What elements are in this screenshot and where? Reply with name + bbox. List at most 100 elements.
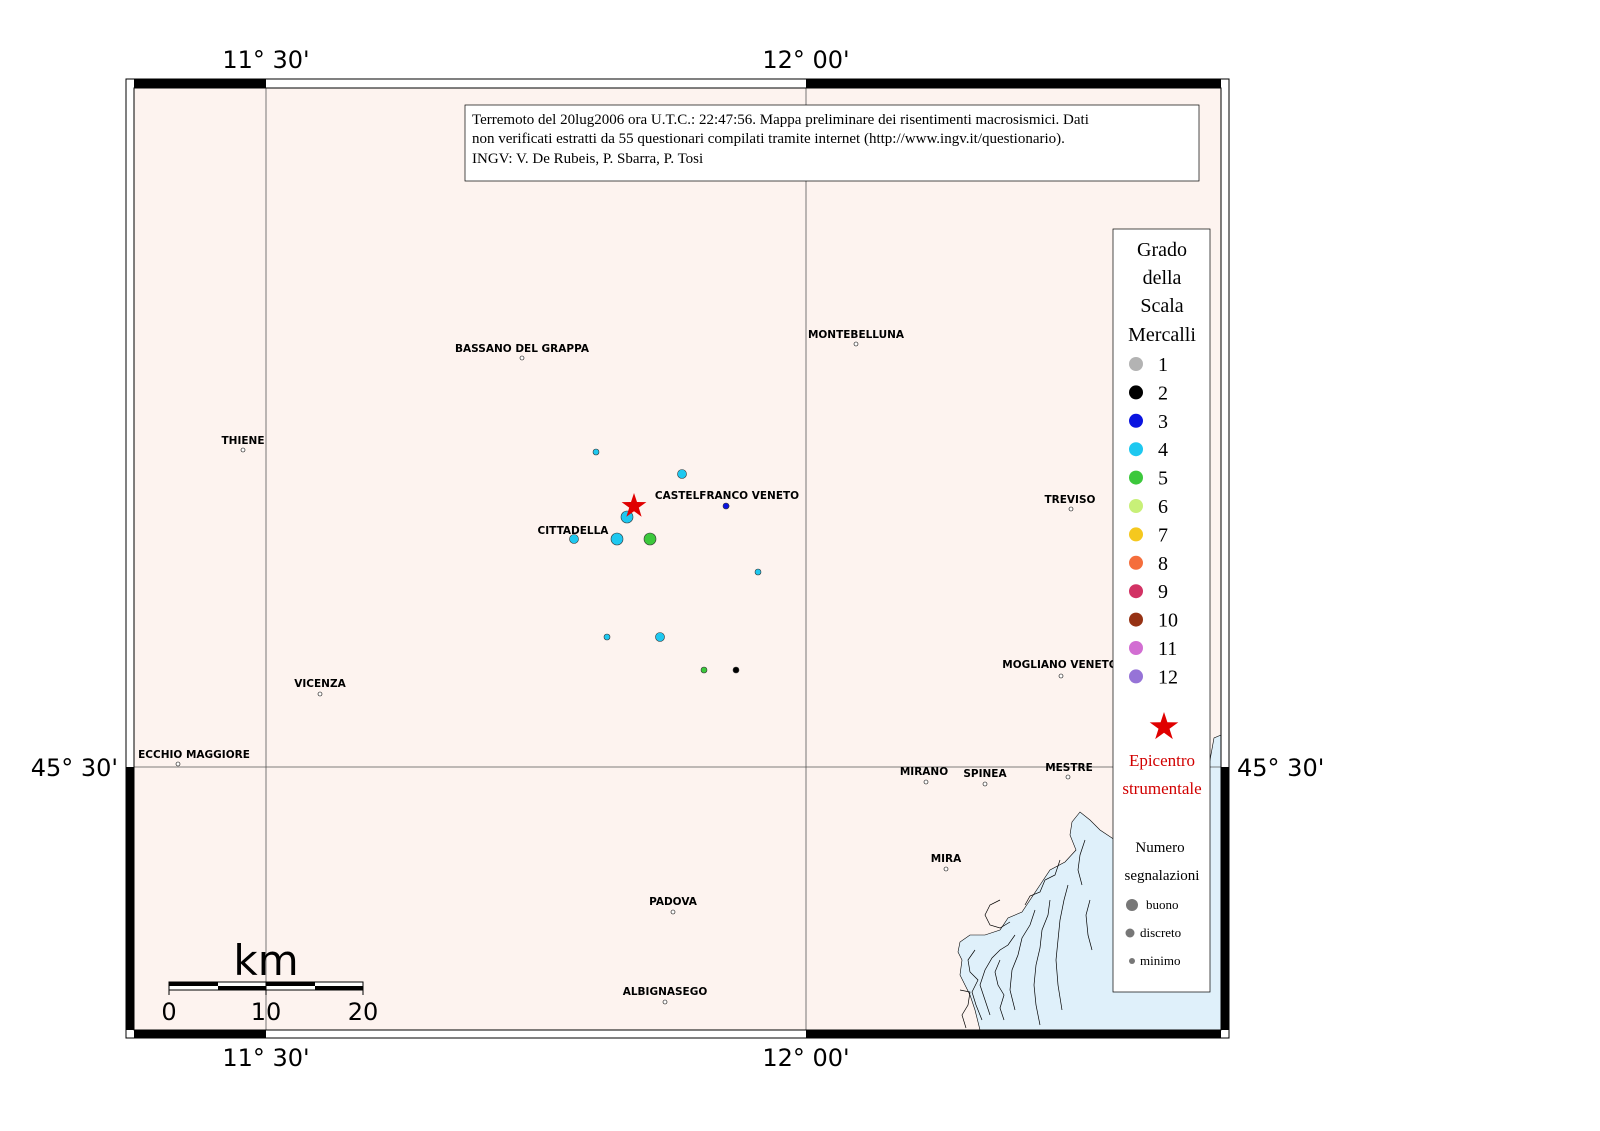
info-box: Terremoto del 20lug2006 ora U.T.C.: 22:4… — [464, 104, 1200, 182]
city-label-mirano: MIRANO — [900, 766, 948, 778]
city-label-mira: MIRA — [931, 853, 962, 865]
observation-point — [643, 532, 657, 546]
city-label-vicenza: VICENZA — [294, 678, 346, 690]
legend-grade-9-label: 9 — [1158, 581, 1168, 603]
legend-grade-12-label: 12 — [1158, 666, 1178, 688]
observation-point — [732, 666, 740, 674]
city-marker-vicenza — [317, 691, 323, 697]
city-label-castelfranco-veneto: CASTELFRANCO VENETO — [655, 490, 799, 502]
observation-layer — [569, 448, 762, 674]
city-label-spinea: SPINEA — [963, 768, 1007, 780]
axis-label-bottom-right: 12° 00' — [762, 1044, 849, 1072]
city-marker-spinea — [982, 781, 988, 787]
observation-point — [592, 448, 600, 456]
legend-title-3: Scala — [1140, 295, 1183, 317]
info-line-3: INGV: V. De Rubeis, P. Sbarra, P. Tosi — [472, 151, 703, 167]
city-marker-padova — [670, 909, 676, 915]
legend: Grado della Scala Mercalli 1234567891011… — [1112, 228, 1211, 993]
legend-grade-10-label: 10 — [1158, 610, 1178, 632]
legend-grade-2-swatch — [1129, 385, 1143, 400]
legend-grade-4-swatch — [1129, 442, 1143, 457]
legend-grade-3-swatch — [1129, 413, 1143, 428]
legend-grade-5-swatch — [1129, 470, 1143, 485]
observation-point — [603, 633, 611, 641]
legend-size-buono-icon — [1126, 899, 1138, 911]
city-label-ecchio-maggiore: ECCHIO MAGGIORE — [138, 749, 250, 761]
legend-epicenter-star-icon — [1149, 712, 1179, 740]
city-label-montebelluna: MONTEBELLUNA — [808, 329, 905, 341]
legend-grade-3-label: 3 — [1158, 411, 1168, 433]
legend-grade-9-swatch — [1129, 584, 1143, 599]
legend-title-2: della — [1143, 267, 1182, 289]
legend-grade-10-swatch — [1129, 612, 1143, 627]
legend-grade-1-label: 1 — [1158, 354, 1168, 376]
epicenter-star-icon — [621, 493, 647, 517]
observation-point — [569, 534, 579, 544]
legend-grade-6-swatch — [1129, 499, 1143, 513]
legend-grade-8-label: 8 — [1158, 553, 1168, 575]
city-marker-mestre — [1065, 774, 1071, 780]
observation-point — [655, 632, 665, 642]
observation-point — [700, 666, 708, 674]
observation-point — [610, 532, 624, 546]
scale-bar-unit: km — [233, 936, 298, 985]
legend-epicentro-1: Epicentro — [1129, 751, 1195, 770]
axis-label-top-left: 11° 30' — [222, 46, 309, 74]
axis-label-top-right: 12° 00' — [762, 46, 849, 74]
observation-point — [722, 502, 730, 510]
axis-label-left: 45° 30' — [31, 754, 118, 782]
legend-epicentro-2: strumentale — [1122, 779, 1201, 798]
city-label-treviso: TREVISO — [1045, 494, 1096, 506]
legend-size-discreto: discreto — [1140, 925, 1181, 940]
legend-grade-1-swatch — [1129, 357, 1143, 371]
legend-grade-2-label: 2 — [1158, 382, 1168, 404]
observation-point — [754, 568, 762, 576]
city-marker-mirano — [923, 779, 929, 785]
graticule — [134, 88, 1221, 1030]
scale-bar-tick-20: 20 — [348, 998, 379, 1026]
legend-grade-7-swatch — [1129, 527, 1143, 542]
city-marker-treviso — [1068, 506, 1074, 512]
lagoon-coastline — [959, 839, 1093, 1029]
legend-grade-11-label: 11 — [1158, 638, 1177, 660]
legend-grade-8-swatch — [1129, 555, 1143, 570]
city-label-bassano-del-grappa: BASSANO DEL GRAPPA — [455, 343, 590, 355]
legend-size-minimo-icon — [1129, 958, 1135, 964]
map-land — [134, 88, 1221, 1030]
legend-grade-11-swatch — [1129, 641, 1143, 655]
city-layer: BASSANO DEL GRAPPA MONTEBELLUNA THIENE CAST… — [138, 329, 1118, 1005]
legend-size-buono: buono — [1146, 897, 1179, 912]
legend-grade-4-label: 4 — [1158, 439, 1168, 461]
info-line-1: Terremoto del 20lug2006 ora U.T.C.: 22:4… — [472, 112, 1089, 128]
observation-point — [677, 469, 687, 479]
axis-label-bottom-left: 11° 30' — [222, 1044, 309, 1072]
legend-grade-7-label: 7 — [1158, 524, 1168, 546]
legend-title-1: Grado — [1137, 239, 1187, 261]
city-marker-thiene — [240, 447, 246, 453]
city-marker-mogliano-veneto — [1058, 673, 1064, 679]
city-marker-montebelluna — [853, 341, 859, 347]
scale-bar-tick-10: 10 — [251, 998, 282, 1026]
city-label-padova: PADOVA — [649, 896, 698, 908]
legend-size-discreto-icon — [1125, 928, 1135, 938]
scale-bar-tick-0: 0 — [161, 998, 176, 1026]
city-label-mogliano-veneto: MOGLIANO VENETO — [1002, 659, 1118, 671]
city-label-thiene: THIENE — [222, 435, 265, 447]
scale-bar: km 0 10 20 — [161, 936, 378, 1026]
legend-size-minimo: minimo — [1140, 953, 1180, 968]
city-marker-mira — [943, 866, 949, 872]
city-label-mestre: MESTRE — [1045, 762, 1093, 774]
map-frame — [125, 78, 1230, 1039]
legend-numero-2: segnalazioni — [1125, 868, 1200, 884]
legend-title-4: Mercalli — [1128, 324, 1196, 346]
city-label-cittadella: CITTADELLA — [538, 525, 610, 537]
city-marker-bassano-del-grappa — [519, 355, 525, 361]
legend-numero-1: Numero — [1135, 840, 1184, 856]
legend-grade-5-label: 5 — [1158, 468, 1168, 490]
city-marker-albignasego — [662, 999, 668, 1005]
city-marker-ecchio-maggiore — [175, 761, 181, 767]
info-line-2: non verificati estratti da 55 questionar… — [472, 131, 1065, 147]
city-label-albignasego: ALBIGNASEGO — [623, 986, 708, 998]
